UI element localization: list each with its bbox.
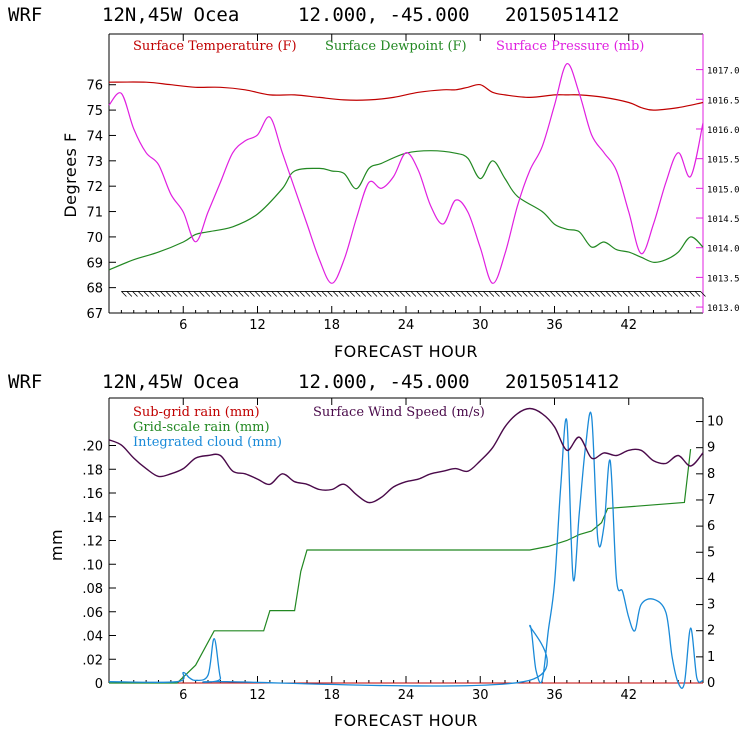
bottom-chart-y2-tick-label: 1 [707,650,715,665]
top-chart-y2-tick-label: 1016.0 [707,126,740,136]
top-chart-y-tick-label: 67 [86,307,103,322]
bottom-chart-x-tick-label: 30 [472,688,489,703]
top-chart-y-tick-label: 69 [86,256,103,271]
top-chart-y-tick-label: 73 [86,155,103,170]
top-header-init: 2015051412 [505,4,619,26]
pressure-line [108,63,704,284]
top-chart-y-tick-label: 70 [86,231,103,246]
top-header-model: WRF [8,4,42,26]
top-chart-plot-area: 6 12 18 24 30 36 42 67 68 69 70 71 72 73 74 75 76 1013.0 1… [86,33,740,333]
bottom-chart-y2-tick-label: 9 [707,441,715,456]
top-chart-x-tick-label: 42 [620,318,637,333]
gridscale-rain-line [109,449,692,684]
bottom-chart-y-tick-label: 0 [95,677,103,692]
bottom-chart-y-tick-label: .02 [82,653,103,668]
top-chart-x-axis-label: FORECAST HOUR [334,342,478,361]
dewpoint-line [108,150,704,271]
bottom-chart-y2-tick-label: 0 [707,676,715,691]
bottom-chart-x-tick-label: 6 [179,688,187,703]
bottom-chart-y-tick-label: .08 [82,582,103,597]
bottom-chart-x-axis-label: FORECAST HOUR [334,711,478,730]
bottom-chart-plot-area: 6 12 18 24 30 36 420.02.04.06.08.10.12.14.16.1… [82,397,724,703]
top-chart-y-axis-label: Degrees F [61,132,80,217]
top-chart-x-tick-label: 36 [546,318,563,333]
bottom-chart-y-tick-label: .18 [82,463,103,478]
bottom-chart-x-tick-label: 18 [323,688,340,703]
top-chart-y2-tick-label: 1013.5 [707,274,740,284]
top-chart-y-tick-label: 71 [86,206,103,221]
top-chart-y-tick-label: 72 [86,180,103,195]
bottom-chart-y2-tick-label: 6 [707,519,715,534]
legend-integrated-cloud: Integrated cloud (mm) [133,435,282,450]
legend-surface-wind-speed: Surface Wind Speed (m/s) [313,405,485,420]
bottom-chart-x-tick-label: 36 [546,688,563,703]
top-chart-x-tick-label: 18 [323,318,340,333]
top-chart-y2-tick-label: 1013.0 [707,304,740,314]
legend-surface-temperature: Surface Temperature (F) [133,39,297,54]
bottom-header-init: 2015051412 [505,371,619,393]
top-chart-y-tick-label: 75 [86,104,103,119]
top-chart-legend: Surface Temperature (F) Surface Dewpoint… [133,39,644,54]
top-header-location: 12N,45W Ocea [102,4,239,26]
top-chart-x-tick-label: 12 [249,318,266,333]
bottom-chart-y-tick-label: .16 [82,487,103,502]
wind-barbs [121,291,706,297]
temperature-line [108,81,704,111]
bottom-chart-y2-tick-label: 3 [707,598,715,613]
bottom-header-location: 12N,45W Ocea [102,371,239,393]
legend-surface-dewpoint: Surface Dewpoint (F) [325,39,467,54]
bottom-chart-y2-tick-label: 2 [707,624,715,639]
bottom-chart-x-tick-label: 12 [249,688,266,703]
top-chart-x-tick-label: 24 [398,318,415,333]
integrated-cloud-line [108,411,704,689]
top-chart-x-tick-label: 30 [472,318,489,333]
bottom-chart-legend: Sub-grid rain (mm) Grid-scale rain (mm) … [133,405,485,450]
bottom-chart-y2-tick-label: 7 [707,493,715,508]
top-chart-y2-tick-label: 1016.5 [707,96,740,106]
top-chart-y2-tick-label: 1014.0 [707,245,740,255]
bottom-header-coords: 12.000, -45.000 [298,371,470,393]
bottom-chart-y2-tick-label: 8 [707,467,715,482]
top-chart-y2-tick-label: 1017.0 [707,67,740,77]
top-chart-y2-tick-label: 1015.5 [707,156,740,166]
top-chart-x-tick-label: 6 [179,318,187,333]
bottom-chart-y2-tick-label: 5 [707,545,715,560]
bottom-chart-y-tick-label: .06 [82,606,103,621]
top-chart-y-tick-label: 76 [86,79,103,94]
bottom-chart-y2-tick-label: 4 [707,571,715,586]
bottom-chart-x-tick-label: 42 [620,688,637,703]
bottom-chart-x-tick-label: 24 [398,688,415,703]
top-chart-y2-tick-label: 1014.5 [707,215,740,225]
legend-surface-pressure: Surface Pressure (mb) [496,39,644,54]
bottom-chart-y2-tick-label: 10 [707,415,724,430]
bottom-chart-y-axis-label: mm [47,529,66,561]
legend-gridscale-rain: Grid-scale rain (mm) [133,420,270,435]
top-panel-header: WRF 12N,45W Ocea 12.000, -45.000 2015051… [8,4,619,26]
wind-speed-line [108,407,704,504]
bottom-chart-y-tick-label: .14 [82,511,103,526]
top-header-coords: 12.000, -45.000 [298,4,470,26]
top-chart-y-tick-label: 74 [86,129,103,144]
bottom-chart-y-tick-label: .10 [82,558,103,573]
bottom-chart-y-tick-label: .20 [82,440,103,455]
bottom-chart-y-tick-label: .04 [82,630,103,645]
top-chart-y-tick-label: 68 [86,282,103,297]
bottom-panel-header: WRF 12N,45W Ocea 12.000, -45.000 2015051… [8,371,619,393]
bottom-chart-y-tick-label: .12 [82,535,103,550]
bottom-header-model: WRF [8,371,42,393]
top-chart-y2-tick-label: 1015.0 [707,185,740,195]
legend-subgrid-rain: Sub-grid rain (mm) [133,405,260,420]
